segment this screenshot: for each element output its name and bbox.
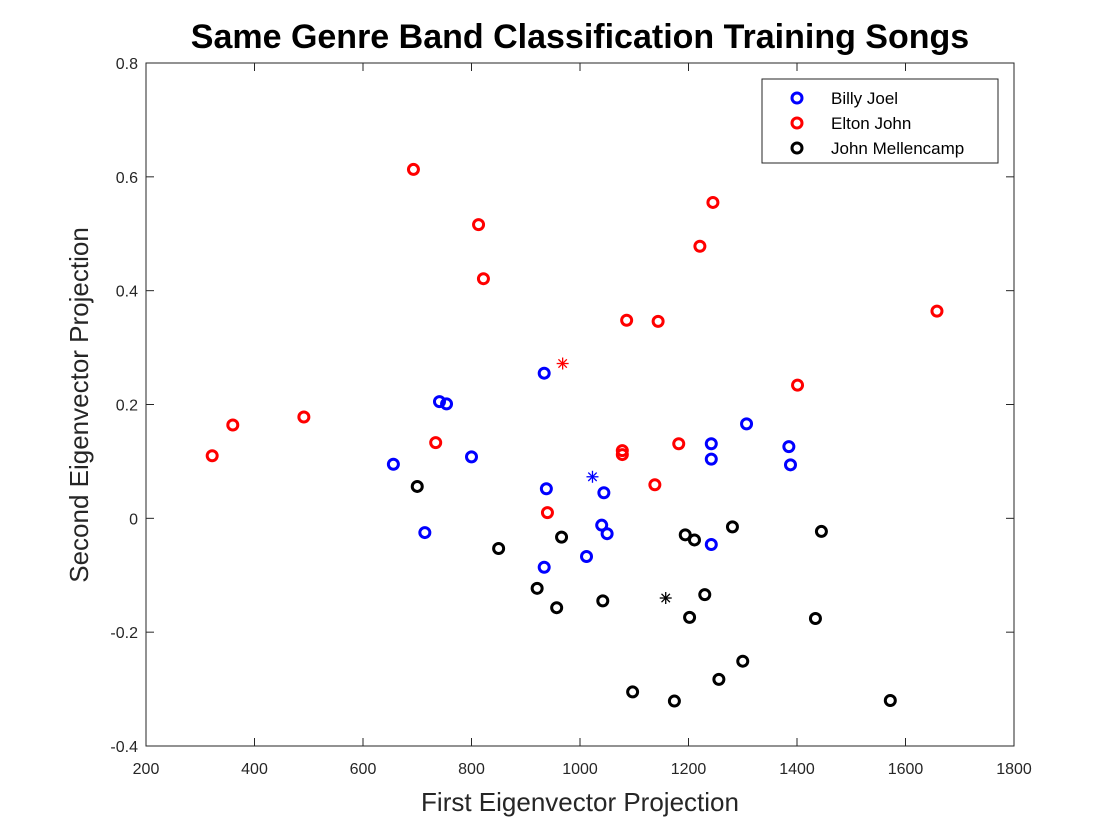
- x-tick-label: 400: [241, 761, 268, 778]
- data-point: [626, 685, 640, 699]
- data-point: [540, 506, 554, 520]
- data-point: [651, 314, 665, 328]
- data-point: [297, 410, 311, 424]
- x-tick-label: 1800: [996, 761, 1032, 778]
- data-point: [706, 195, 720, 209]
- x-tick-label: 800: [458, 761, 485, 778]
- data-point: [693, 239, 707, 253]
- data-point: [530, 581, 544, 595]
- y-tick-label: 0: [129, 511, 138, 528]
- y-axis-label: Second Eigenvector Projection: [64, 227, 94, 583]
- data-point: [782, 440, 796, 454]
- data-point: [791, 378, 805, 392]
- data-point: [704, 538, 718, 552]
- data-point: [672, 437, 686, 451]
- data-point: [410, 479, 424, 493]
- data-point: [550, 601, 564, 615]
- y-tick-label: 0.4: [116, 284, 138, 301]
- data-point: [432, 395, 446, 409]
- plot-area: [145, 62, 1015, 747]
- data-point: [698, 588, 712, 602]
- data-point: [930, 304, 944, 318]
- legend-marker: [790, 116, 804, 130]
- data-point: [440, 397, 454, 411]
- data-point: [418, 526, 432, 540]
- data-point: [597, 486, 611, 500]
- x-tick-label: 1000: [562, 761, 598, 778]
- data-point: [740, 417, 754, 431]
- x-tick-label: 200: [133, 761, 160, 778]
- axis-ticks: 200 400 600 800 1000 1200 1400 1600 1800 -0.4 -0.2…: [110, 56, 1031, 778]
- legend-entry-label: Elton John: [831, 114, 911, 133]
- data-point: [476, 272, 490, 286]
- data-point: [492, 541, 506, 555]
- data-point: [539, 482, 553, 496]
- chart-title: Same Genre Band Classification Training …: [191, 18, 969, 56]
- legend-marker: [790, 141, 804, 155]
- data-point: [205, 449, 219, 463]
- legend-entry-label: John Mellencamp: [831, 139, 964, 158]
- data-point: [648, 478, 662, 492]
- data-point: [580, 549, 594, 563]
- data-point: [704, 452, 718, 466]
- y-tick-label: 0.6: [116, 170, 138, 187]
- centroid-marker: [659, 592, 672, 605]
- data-point: [814, 524, 828, 538]
- data-point: [683, 610, 697, 624]
- y-tick-label: -0.4: [110, 739, 138, 756]
- data-point: [620, 313, 634, 327]
- x-tick-label: 600: [350, 761, 377, 778]
- data-marks: [205, 162, 944, 708]
- data-point: [783, 458, 797, 472]
- data-point: [725, 520, 739, 534]
- data-point: [704, 437, 718, 451]
- legend-marker: [790, 91, 804, 105]
- centroid-marker: [556, 357, 569, 370]
- data-point: [596, 594, 610, 608]
- data-point: [555, 530, 569, 544]
- x-tick-label: 1200: [671, 761, 707, 778]
- data-point: [537, 560, 551, 574]
- data-point: [808, 612, 822, 626]
- data-point: [615, 448, 629, 462]
- legend: Billy Joel Elton John John Mellencamp: [761, 78, 999, 164]
- data-point: [883, 693, 897, 707]
- centroid-marker: [586, 470, 599, 483]
- x-tick-label: 1400: [779, 761, 815, 778]
- y-tick-label: -0.2: [110, 625, 138, 642]
- data-point: [386, 457, 400, 471]
- x-tick-label: 1600: [888, 761, 924, 778]
- x-axis-label: First Eigenvector Projection: [421, 787, 739, 817]
- data-point: [736, 654, 750, 668]
- data-point: [537, 366, 551, 380]
- data-point: [687, 533, 701, 547]
- data-point: [678, 528, 692, 542]
- data-point: [712, 672, 726, 686]
- legend-entry-label: Billy Joel: [831, 89, 898, 108]
- data-point: [465, 450, 478, 464]
- data-point: [429, 436, 443, 450]
- data-point: [472, 218, 486, 232]
- data-point: [600, 527, 614, 541]
- data-point: [226, 418, 240, 432]
- data-point: [406, 162, 420, 176]
- y-tick-label: 0.2: [116, 398, 138, 415]
- y-tick-label: 0.8: [116, 56, 138, 73]
- data-point: [667, 694, 681, 708]
